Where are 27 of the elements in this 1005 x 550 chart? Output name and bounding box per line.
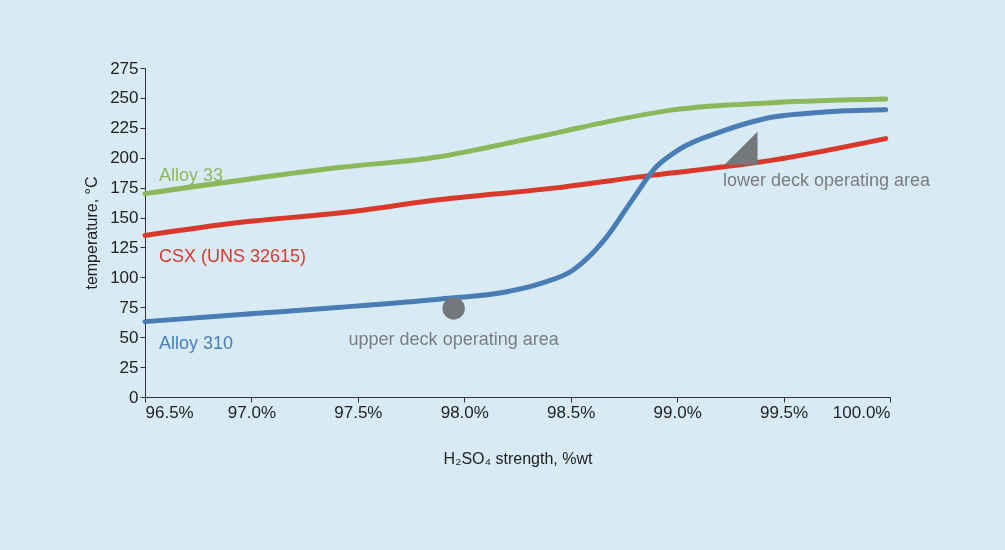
- series-label: CSX (UNS 32615): [159, 246, 307, 267]
- y-tick-label: 225: [110, 118, 139, 138]
- x-tick-label: 97.0%: [227, 402, 277, 422]
- x-tick-label: 98.5%: [547, 402, 596, 422]
- x-tick-label: 98.0%: [440, 402, 489, 422]
- x-tick-label: 99.5%: [759, 402, 809, 422]
- x-tick-label: 96.5%: [145, 402, 194, 422]
- y-tick-label: 125: [110, 237, 139, 257]
- y-tick-label: 275: [110, 58, 139, 78]
- series-label: lower deck operating area: [723, 170, 932, 191]
- x-tick-label: 99.0%: [653, 402, 702, 422]
- x-axis-title: H₂SO₄ strength, %wt: [443, 449, 593, 467]
- series-label: Alloy 33: [159, 164, 224, 185]
- y-tick-label: 250: [110, 88, 139, 108]
- x-tick-label: 100.0%: [832, 402, 891, 422]
- y-tick-label: 25: [119, 357, 139, 377]
- x-tick-label: 97.5%: [334, 402, 383, 422]
- series-label: upper deck operating area: [348, 329, 560, 350]
- y-tick-label: 100: [110, 267, 139, 287]
- y-tick-label: 0: [129, 387, 139, 407]
- y-axis-title: temperature, °C: [83, 176, 101, 290]
- y-tick-label: 200: [110, 148, 139, 168]
- y-tick-label: 75: [119, 297, 139, 317]
- series-label: Alloy 310: [159, 332, 234, 353]
- y-tick-label: 50: [119, 327, 139, 347]
- y-tick-label: 175: [110, 178, 139, 198]
- y-tick-label: 150: [110, 208, 139, 228]
